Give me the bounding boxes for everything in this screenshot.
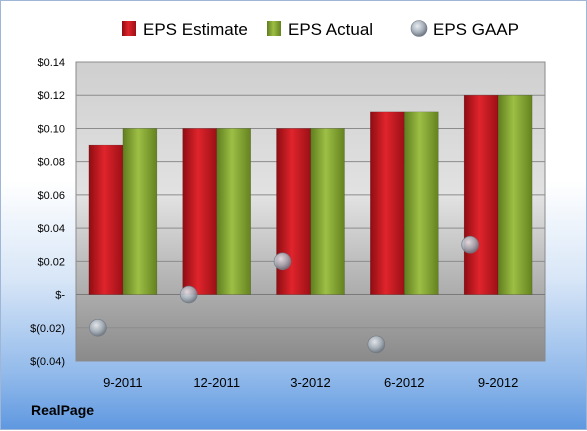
eps-estimate-bar [182, 128, 217, 295]
y-tick-label: $- [55, 290, 65, 302]
eps-estimate-bar [463, 94, 499, 295]
legend-label: EPS GAAP [433, 20, 519, 39]
eps-gaap-point [89, 318, 107, 337]
eps-gaap-point [179, 285, 198, 304]
legend-actual-swatch [267, 21, 281, 36]
y-tick-label: $0.12 [37, 90, 65, 102]
eps-estimate-bar [370, 111, 405, 295]
y-tick-label: $(0.02) [30, 323, 65, 335]
gaap-points [89, 235, 479, 354]
legend-gaap-swatch [410, 20, 428, 37]
eps-actual-bar [122, 128, 158, 295]
eps-estimate-bar [88, 144, 124, 295]
y-axis-ticks: $0.14 $0.12 $0.10 $0.08 $0.06 $0.04 $0.02 $- $(0… [30, 57, 65, 368]
x-tick-label: 9-2011 [103, 375, 143, 390]
eps-gaap-point [273, 252, 292, 271]
company-name: RealPage [31, 402, 95, 418]
x-tick-label: 3-2012 [290, 375, 330, 390]
y-tick-label: $0.14 [37, 57, 65, 69]
eps-gaap-point [461, 235, 479, 254]
x-tick-label: 9-2012 [478, 375, 518, 390]
eps-actual-bar [216, 128, 251, 295]
eps-actual-bar [497, 94, 533, 295]
y-tick-label: $0.10 [37, 123, 65, 135]
x-tick-label: 6-2012 [384, 375, 424, 390]
y-tick-label: $0.04 [37, 223, 65, 235]
legend-label: EPS Estimate [143, 20, 248, 39]
eps-gaap-point [367, 335, 386, 354]
y-tick-label: $0.02 [37, 256, 65, 268]
y-tick-label: $0.06 [37, 190, 65, 202]
y-tick-label: $(0.04) [30, 356, 65, 368]
eps-actual-bar [310, 128, 345, 295]
bars [88, 94, 533, 295]
y-tick-label: $0.08 [37, 157, 65, 169]
legend: EPS Estimate EPS Actual EPS GAAP [122, 20, 519, 39]
eps-actual-bar [404, 111, 439, 295]
x-axis-labels: 9-2011 12-2011 3-2012 6-2012 9-2012 [103, 375, 518, 390]
x-tick-label: 12-2011 [193, 375, 240, 390]
legend-estimate-swatch [122, 21, 136, 36]
legend-label: EPS Actual [288, 20, 373, 39]
